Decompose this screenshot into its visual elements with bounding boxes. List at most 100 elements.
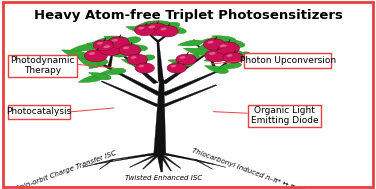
Polygon shape [215, 55, 236, 72]
Polygon shape [113, 152, 161, 160]
Ellipse shape [138, 27, 144, 29]
Polygon shape [157, 42, 164, 81]
Polygon shape [120, 53, 158, 84]
Ellipse shape [127, 54, 147, 65]
Polygon shape [107, 51, 114, 68]
Polygon shape [195, 160, 212, 169]
Ellipse shape [135, 63, 155, 73]
Ellipse shape [144, 23, 168, 36]
Polygon shape [144, 21, 172, 27]
Polygon shape [200, 46, 225, 55]
Polygon shape [82, 53, 111, 69]
Ellipse shape [208, 41, 214, 44]
FancyBboxPatch shape [8, 105, 70, 119]
Ellipse shape [176, 54, 196, 65]
Polygon shape [121, 59, 146, 67]
Polygon shape [157, 30, 173, 42]
Ellipse shape [108, 37, 129, 48]
Polygon shape [161, 54, 206, 84]
Polygon shape [195, 42, 215, 51]
Ellipse shape [215, 42, 240, 55]
Polygon shape [119, 40, 136, 53]
Text: Photodynamic
Therapy: Photodynamic Therapy [10, 56, 74, 75]
Ellipse shape [131, 56, 136, 59]
Ellipse shape [205, 50, 227, 62]
Polygon shape [136, 21, 161, 27]
Polygon shape [129, 153, 161, 167]
Ellipse shape [167, 63, 186, 73]
Polygon shape [228, 52, 250, 60]
Polygon shape [162, 85, 217, 107]
Ellipse shape [123, 46, 129, 49]
Text: Thiocarbonyl Induced n–π* ↔ π–π*: Thiocarbonyl Induced n–π* ↔ π–π* [191, 147, 305, 189]
Polygon shape [208, 53, 218, 72]
Ellipse shape [220, 44, 227, 47]
Polygon shape [216, 49, 243, 56]
Ellipse shape [97, 42, 103, 45]
Ellipse shape [99, 43, 123, 56]
Polygon shape [100, 160, 114, 169]
Polygon shape [94, 153, 160, 165]
Polygon shape [143, 28, 159, 42]
Polygon shape [111, 44, 137, 50]
Text: Spin-orbit Charge Transfer ISC: Spin-orbit Charge Transfer ISC [15, 150, 117, 189]
Ellipse shape [209, 52, 215, 55]
Polygon shape [131, 55, 155, 61]
Polygon shape [204, 53, 233, 61]
Polygon shape [222, 39, 245, 47]
Ellipse shape [89, 52, 95, 55]
Polygon shape [155, 22, 180, 29]
Ellipse shape [227, 54, 232, 57]
Polygon shape [183, 48, 208, 55]
Ellipse shape [171, 65, 176, 67]
Polygon shape [119, 48, 141, 57]
Polygon shape [159, 153, 181, 168]
Ellipse shape [85, 50, 107, 62]
Ellipse shape [156, 26, 178, 37]
Polygon shape [154, 79, 166, 153]
Polygon shape [92, 36, 123, 44]
Ellipse shape [161, 28, 167, 30]
Polygon shape [159, 153, 214, 165]
Polygon shape [143, 153, 161, 169]
Polygon shape [195, 159, 226, 167]
FancyBboxPatch shape [248, 105, 321, 127]
Polygon shape [193, 40, 206, 55]
Polygon shape [89, 72, 111, 80]
Ellipse shape [93, 40, 114, 51]
Ellipse shape [180, 56, 185, 59]
Polygon shape [108, 68, 162, 96]
Polygon shape [78, 75, 103, 82]
Ellipse shape [223, 52, 243, 63]
Polygon shape [212, 36, 236, 43]
Polygon shape [101, 48, 125, 57]
Polygon shape [89, 59, 108, 69]
Polygon shape [100, 68, 126, 74]
Text: Photocatalysis: Photocatalysis [6, 108, 71, 116]
Ellipse shape [203, 39, 225, 50]
Polygon shape [203, 40, 217, 55]
Polygon shape [158, 153, 171, 171]
Polygon shape [159, 152, 196, 160]
Polygon shape [116, 37, 141, 45]
Polygon shape [70, 44, 96, 51]
Polygon shape [139, 26, 162, 35]
Polygon shape [62, 50, 89, 59]
Polygon shape [86, 42, 117, 50]
Ellipse shape [135, 25, 155, 36]
Polygon shape [164, 26, 186, 34]
Polygon shape [205, 66, 229, 74]
Ellipse shape [112, 39, 118, 42]
Polygon shape [218, 62, 241, 69]
Polygon shape [78, 58, 100, 67]
Polygon shape [168, 60, 193, 66]
Polygon shape [199, 37, 226, 43]
Ellipse shape [119, 44, 141, 56]
FancyBboxPatch shape [244, 53, 331, 68]
Polygon shape [84, 53, 105, 62]
Polygon shape [177, 54, 200, 62]
FancyBboxPatch shape [8, 55, 77, 77]
Polygon shape [83, 159, 113, 167]
Polygon shape [101, 81, 159, 107]
Polygon shape [126, 26, 153, 33]
